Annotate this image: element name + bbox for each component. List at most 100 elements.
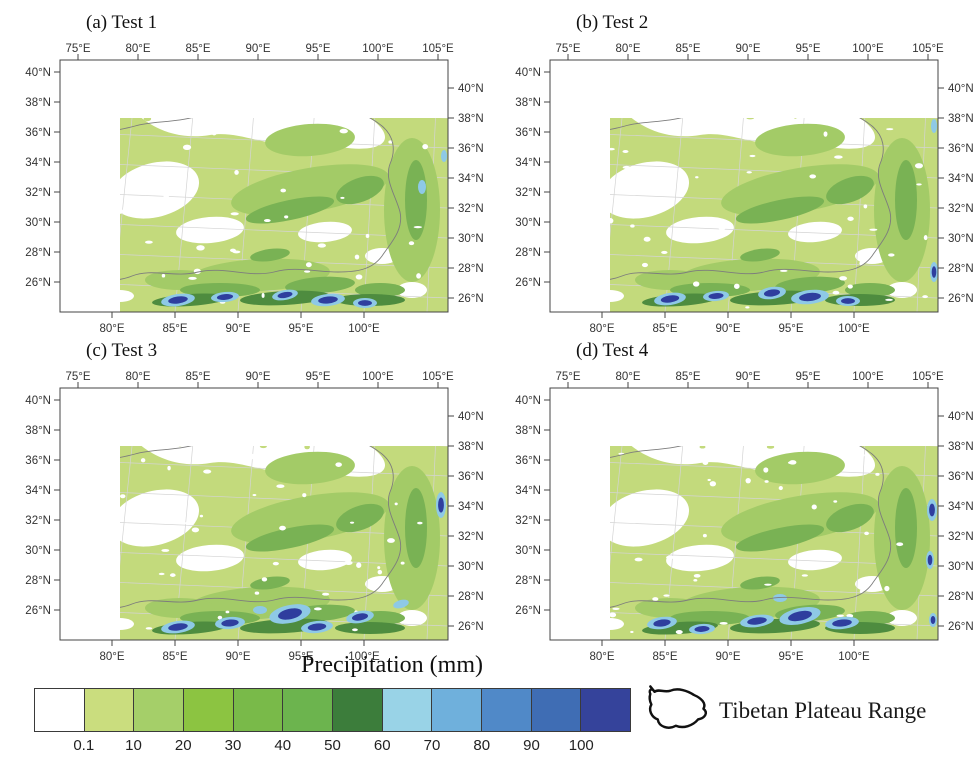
lon-tick-label: 80°E	[589, 651, 614, 663]
lon-tick-label: 90°E	[735, 43, 760, 55]
lat-tick-label: 30°N	[515, 217, 541, 229]
lat-tick-label: 38°N	[515, 97, 541, 109]
lat-tick-label: 38°N	[458, 441, 484, 453]
panel-title: (c) Test 3	[86, 340, 157, 361]
lat-tick-label: 26°N	[948, 293, 974, 305]
lat-tick-label: 36°N	[25, 127, 51, 139]
lon-tick-label: 85°E	[652, 651, 677, 663]
colorbar-cell	[282, 689, 333, 731]
lon-tick-label: 80°E	[615, 43, 640, 55]
lon-tick-label: 80°E	[125, 43, 150, 55]
precipitation-map	[120, 446, 449, 641]
colorbar-cell	[183, 689, 233, 731]
lon-tick-label: 90°E	[715, 323, 740, 335]
lon-tick-label: 95°E	[795, 371, 820, 383]
colorbar-tick-label: 90	[523, 737, 540, 754]
lon-tick-label: 75°E	[65, 371, 90, 383]
lon-tick-label: 100°E	[362, 43, 394, 55]
lat-tick-label: 40°N	[948, 83, 974, 95]
lon-tick-label: 90°E	[715, 651, 740, 663]
lat-tick-label: 34°N	[458, 173, 484, 185]
lat-tick-label: 38°N	[948, 113, 974, 125]
colorbar-cell	[481, 689, 531, 731]
lon-tick-label: 95°E	[778, 651, 803, 663]
lat-tick-label: 28°N	[515, 575, 541, 587]
lat-tick-label: 40°N	[458, 411, 484, 423]
lat-tick-label: 40°N	[948, 411, 974, 423]
lat-tick-label: 36°N	[458, 471, 484, 483]
lat-tick-label: 32°N	[25, 515, 51, 527]
colorbar-tick-label: 80	[473, 737, 491, 754]
lat-tick-label: 26°N	[25, 605, 51, 617]
lat-tick-label: 30°N	[25, 545, 51, 557]
lon-tick-label: 105°E	[912, 43, 944, 55]
panel-c: (c) Test 3 75°E 80°E 85°E 90°E 95°E 100°E 105°E…	[0, 330, 489, 666]
lat-tick-label: 28°N	[25, 247, 51, 259]
lon-tick-label: 95°E	[305, 43, 330, 55]
lon-tick-label: 100°E	[348, 323, 380, 335]
lat-tick-label: 32°N	[948, 531, 974, 543]
lon-tick-label: 95°E	[305, 371, 330, 383]
colorbar-labels: 0.1 10 20 30 40 50 60 70 80 90 100	[34, 737, 631, 755]
lon-tick-label: 80°E	[99, 323, 124, 335]
lat-tick-label: 36°N	[458, 143, 484, 155]
lon-tick-label: 105°E	[912, 371, 944, 383]
lon-tick-label: 90°E	[225, 323, 250, 335]
colorbar-cell	[580, 689, 631, 731]
colorbar-tick-label: 40	[274, 737, 292, 754]
colorbar-cell	[35, 689, 84, 731]
lat-tick-label: 34°N	[515, 157, 541, 169]
lon-tick-label: 100°E	[362, 371, 394, 383]
colorbar-tick-label: 100	[568, 737, 594, 754]
panel-title: (d) Test 4	[576, 340, 649, 361]
lat-tick-label: 30°N	[458, 561, 484, 573]
lat-tick-label: 32°N	[515, 515, 541, 527]
lat-tick-label: 36°N	[25, 455, 51, 467]
lon-tick-label: 100°E	[838, 323, 870, 335]
lat-tick-label: 40°N	[25, 395, 51, 407]
lon-tick-label: 80°E	[125, 371, 150, 383]
lon-tick-label: 100°E	[348, 651, 380, 663]
lon-tick-label: 75°E	[555, 371, 580, 383]
colorbar-cell	[332, 689, 382, 731]
lat-tick-label: 26°N	[458, 621, 484, 633]
panel-d: (d) Test 4 75°E 80°E 85°E 90°E 95°E 100°E 105°E…	[490, 330, 979, 666]
lon-tick-label: 85°E	[162, 323, 187, 335]
lat-tick-label: 38°N	[515, 425, 541, 437]
lon-tick-label: 100°E	[852, 371, 884, 383]
lon-tick-label: 80°E	[99, 651, 124, 663]
lat-tick-label: 34°N	[458, 501, 484, 513]
lat-tick-label: 34°N	[25, 157, 51, 169]
lat-tick-label: 26°N	[948, 621, 974, 633]
lon-tick-label: 90°E	[735, 371, 760, 383]
lat-tick-label: 40°N	[515, 67, 541, 79]
panel-title: (b) Test 2	[576, 12, 648, 33]
lat-tick-label: 38°N	[948, 441, 974, 453]
colorbar-title: Precipitation (mm)	[301, 652, 483, 678]
lon-tick-label: 95°E	[778, 323, 803, 335]
lat-tick-label: 40°N	[458, 83, 484, 95]
colorbar-tick-label: 0.1	[73, 737, 95, 754]
precipitation-map	[120, 118, 449, 313]
lat-tick-label: 28°N	[948, 263, 974, 275]
lat-tick-label: 28°N	[515, 247, 541, 259]
panel-b: (b) Test 2 75°E 80°E 85°E 90°E 95°E 100°E 105°E…	[490, 2, 979, 338]
colorbar-tick-label: 20	[174, 737, 192, 754]
lat-tick-label: 28°N	[458, 591, 484, 603]
panel-a: (a) Test 1 75°E 80°E 85°E 90°E 95°E 100°E 105°E…	[0, 2, 489, 338]
tibetan-plateau-outline-icon	[648, 685, 707, 729]
lon-tick-label: 75°E	[65, 43, 90, 55]
lat-tick-label: 30°N	[515, 545, 541, 557]
colorbar-cell	[133, 689, 184, 731]
panel-title: (a) Test 1	[86, 12, 157, 33]
colorbar-cell	[431, 689, 482, 731]
lon-tick-label: 85°E	[185, 43, 210, 55]
lon-tick-label: 80°E	[615, 371, 640, 383]
lon-tick-label: 90°E	[225, 651, 250, 663]
precipitation-map	[610, 118, 939, 313]
lon-tick-label: 85°E	[162, 651, 187, 663]
lon-tick-label: 95°E	[288, 651, 313, 663]
colorbar-tick-label: 60	[373, 737, 391, 754]
colorbar-tick-label: 50	[324, 737, 341, 754]
lat-tick-label: 38°N	[25, 425, 51, 437]
